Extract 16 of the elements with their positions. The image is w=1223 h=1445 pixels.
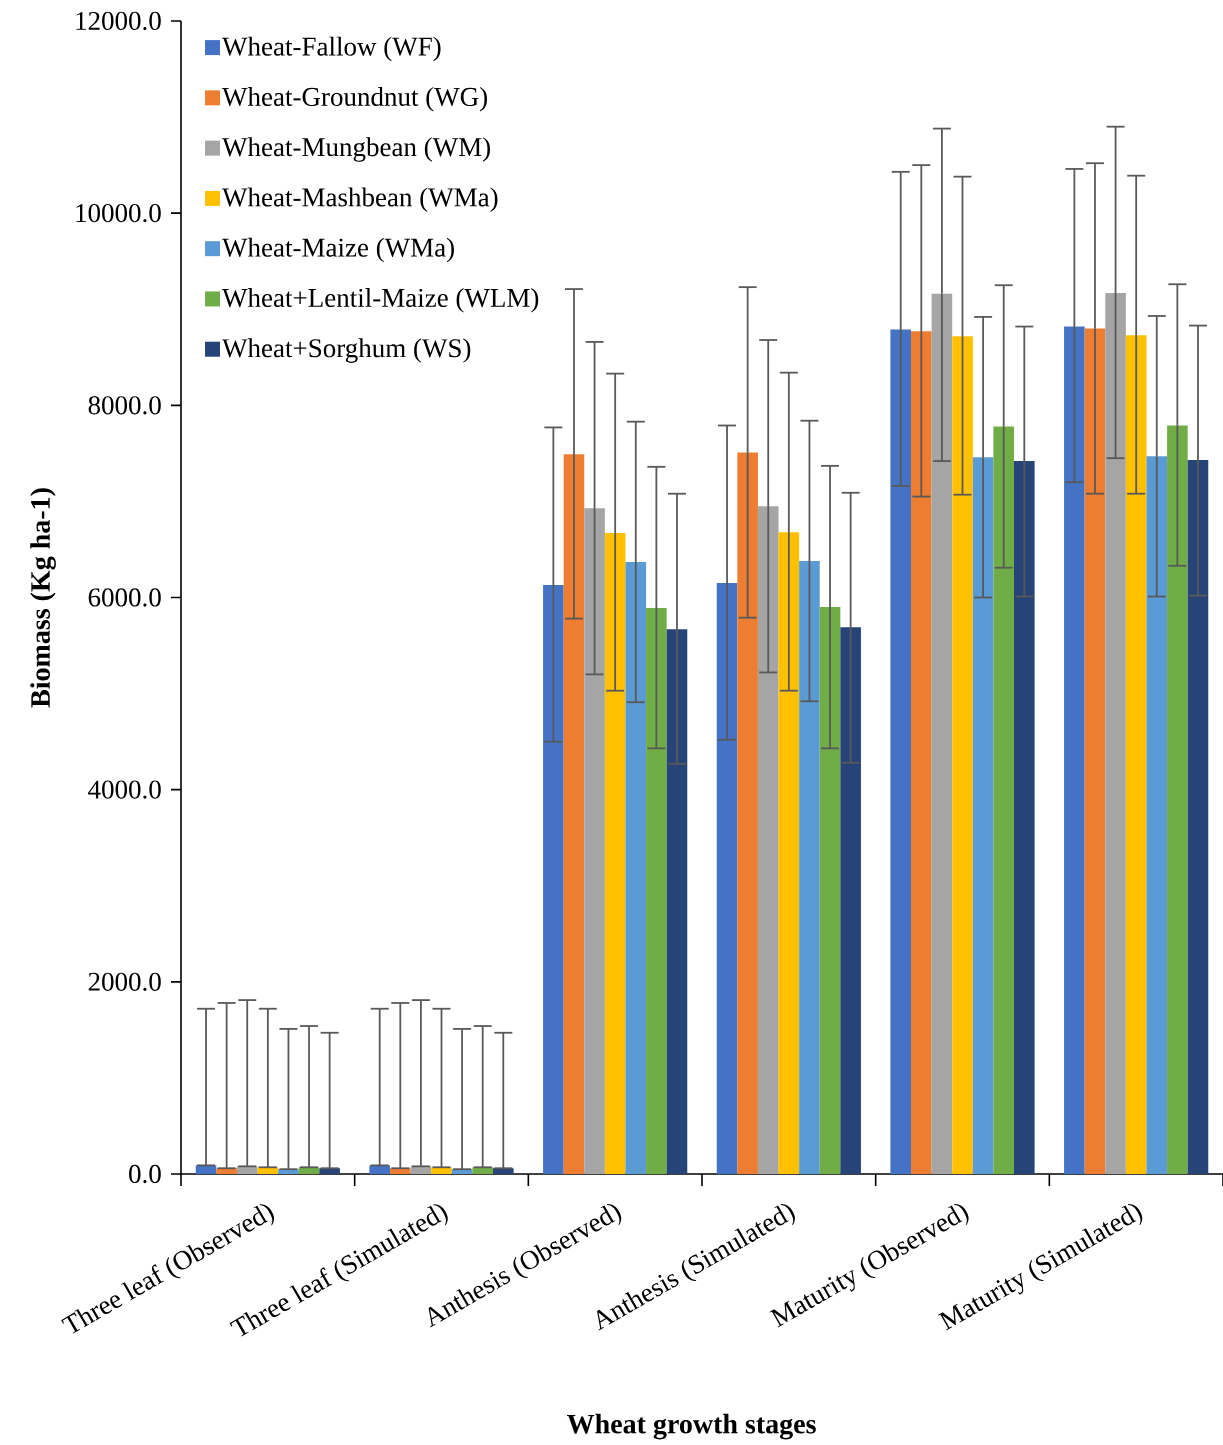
legend-label: Wheat-Mashbean (WMa) <box>222 187 498 212</box>
y-tick-label: 0.0 <box>129 1164 161 1184</box>
y-tick-label: 2000.0 <box>88 972 161 991</box>
legend-label: Wheat+Sorghum (WS) <box>222 338 471 363</box>
y-tick-label: 4000.0 <box>88 780 161 799</box>
legend-label: Wheat-Maize (WMa) <box>222 237 454 263</box>
y-tick-label: 8000.0 <box>88 396 161 415</box>
legend-label: Wheat-Mungbean (WM) <box>222 137 490 162</box>
legend-label: Wheat-Fallow (WF) <box>222 36 441 62</box>
y-axis-title: Biomass (Kg ha-1) <box>30 488 56 708</box>
y-tick-label: 12000.0 <box>76 11 161 31</box>
legend-label: Wheat+Lentil-Maize (WLM) <box>222 288 539 313</box>
legend-label: Wheat-Groundnut (WG) <box>222 86 487 112</box>
y-tick-label: 10000.0 <box>76 203 161 223</box>
x-axis-title: Wheat growth stages <box>567 1413 816 1440</box>
y-tick-label: 6000.0 <box>88 588 161 607</box>
